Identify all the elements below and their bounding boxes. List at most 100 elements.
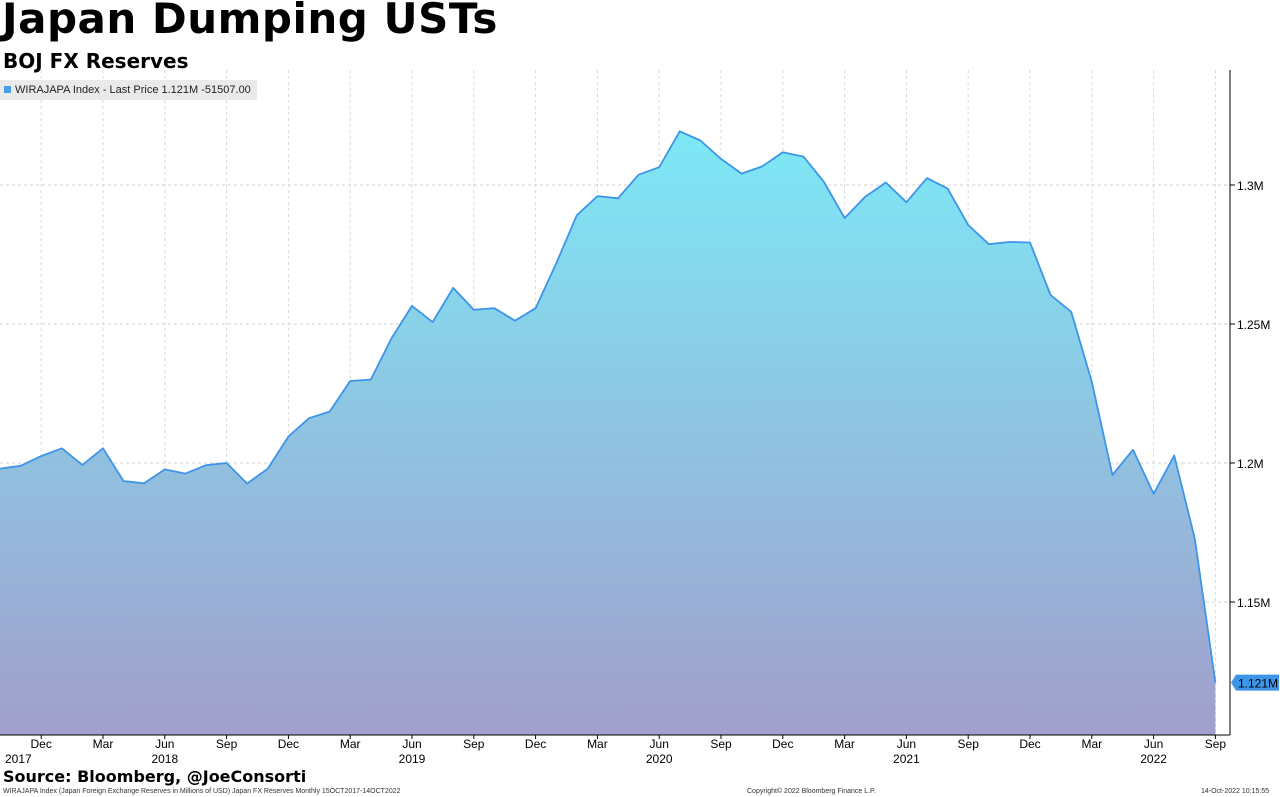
timestamp: 14-Oct-2022 10:15:55 [1201,788,1270,795]
x-tick-label: Jun [650,737,669,751]
data-point [596,195,598,197]
data-point [205,464,207,466]
series-description: WIRAJAPA Index (Japan Foreign Exchange R… [3,788,401,795]
data-point [823,181,825,183]
x-year-label: 2017 [5,752,32,766]
data-point [184,473,186,475]
x-tick-label: Dec [525,737,546,751]
x-year-label: 2018 [151,752,178,766]
x-year-label: 2020 [646,752,673,766]
data-point [390,337,392,339]
data-point [102,447,104,449]
data-point [1214,682,1216,684]
data-point [514,320,516,322]
data-point [1029,242,1031,244]
data-point [329,411,331,413]
data-point [1173,454,1175,456]
x-tick-label: Mar [1081,737,1102,751]
data-point [267,468,269,470]
data-point [308,417,310,419]
data-point [658,166,660,168]
data-point [20,465,22,467]
legend-swatch [4,86,11,93]
x-year-label: 2022 [1140,752,1167,766]
data-point [535,307,537,309]
x-tick-label: Dec [1019,737,1040,751]
data-point [864,196,866,198]
x-tick-label: Jun [402,737,421,751]
data-point [947,188,949,190]
source-credit: Source: Bloomberg, @JoeConsorti [3,767,307,786]
data-point [287,436,289,438]
copyright-note: Copyright© 2022 Bloomberg Finance L.P. [747,788,876,795]
data-point [638,174,640,176]
x-tick-label: Sep [463,737,485,751]
data-point [699,140,701,142]
x-tick-label: Sep [958,737,980,751]
data-point [885,181,887,183]
area-fill [0,131,1216,736]
data-point [411,305,413,307]
data-point [61,447,63,449]
data-point [1070,311,1072,313]
data-point [1008,241,1010,243]
series-line [0,130,1217,683]
legend-label: WIRAJAPA Index - Last Price 1.121M -5150… [15,84,251,96]
data-point [143,482,145,484]
x-tick-label: Sep [710,737,732,751]
y-tick-label: 1.25M [1237,318,1270,332]
x-tick-label: Sep [1205,737,1227,751]
y-tick-label: 1.2M [1237,457,1264,471]
chart-subtitle: BOJ FX Reserves [3,49,189,73]
data-point [720,158,722,160]
data-point [164,468,166,470]
y-tick-label: 1.15M [1237,596,1270,610]
data-point [349,380,351,382]
x-tick-label: Dec [278,737,299,751]
data-point [617,197,619,199]
data-point [473,309,475,311]
chart-legend: WIRAJAPA Index - Last Price 1.121M -5150… [0,80,257,100]
data-point [452,287,454,289]
last-value-label: 1.121M [1238,677,1278,691]
x-tick-label: Jun [1144,737,1163,751]
data-point [1091,381,1093,383]
data-point [1111,474,1113,476]
x-tick-label: Dec [772,737,793,751]
x-tick-label: Mar [834,737,855,751]
x-year-label: 2021 [893,752,920,766]
data-point [761,165,763,167]
x-tick-label: Mar [587,737,608,751]
data-point [741,173,743,175]
data-point [576,214,578,216]
axes [0,70,1279,739]
data-point [123,480,125,482]
x-tick-label: Mar [340,737,361,751]
data-point [802,156,804,158]
data-point [370,379,372,381]
data-point [1132,449,1134,451]
data-point [844,217,846,219]
data-point [246,483,248,485]
data-point [679,130,681,132]
series-area [0,130,1217,736]
x-year-label: 2019 [399,752,426,766]
data-point [432,321,434,323]
data-point [40,455,42,457]
data-point [905,201,907,203]
x-tick-label: Sep [216,737,238,751]
y-tick-label: 1.3M [1237,179,1264,193]
data-point [967,224,969,226]
last-value-tag [1231,674,1279,691]
x-tick-label: Mar [93,737,114,751]
data-point [1194,538,1196,540]
x-tick-label: Jun [897,737,916,751]
data-point [555,262,557,264]
data-point [226,462,228,464]
data-point [1050,294,1052,296]
data-point [988,243,990,245]
data-point [782,151,784,153]
x-tick-label: Dec [31,737,52,751]
